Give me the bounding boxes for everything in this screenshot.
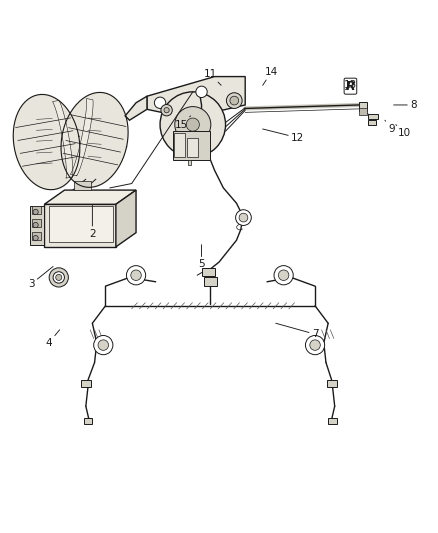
- Text: 14: 14: [263, 67, 278, 85]
- Bar: [32, 206, 41, 214]
- Bar: [359, 102, 367, 111]
- Polygon shape: [125, 96, 147, 120]
- Bar: [74, 181, 91, 190]
- Polygon shape: [61, 92, 128, 187]
- Circle shape: [236, 210, 251, 225]
- Circle shape: [226, 93, 242, 108]
- Circle shape: [161, 104, 172, 116]
- Circle shape: [33, 209, 38, 215]
- Bar: [81, 379, 91, 386]
- Circle shape: [49, 268, 68, 287]
- Bar: [202, 268, 215, 276]
- Circle shape: [33, 236, 38, 241]
- Circle shape: [164, 108, 169, 113]
- Text: 13: 13: [343, 80, 357, 90]
- Circle shape: [98, 340, 109, 350]
- Text: 3: 3: [28, 266, 53, 289]
- Text: 7: 7: [276, 323, 318, 339]
- Circle shape: [196, 86, 207, 98]
- Polygon shape: [53, 100, 73, 178]
- Bar: [174, 133, 185, 157]
- Bar: [187, 160, 191, 165]
- Circle shape: [175, 107, 211, 143]
- Bar: [359, 108, 367, 115]
- Circle shape: [154, 97, 166, 108]
- Bar: [328, 418, 337, 424]
- Polygon shape: [30, 206, 44, 245]
- Bar: [204, 277, 217, 286]
- Bar: [187, 138, 198, 157]
- Bar: [327, 379, 337, 386]
- Polygon shape: [147, 77, 245, 118]
- Polygon shape: [44, 204, 116, 247]
- Circle shape: [94, 335, 113, 354]
- Text: 4: 4: [46, 330, 60, 348]
- Text: 2: 2: [89, 205, 95, 239]
- Bar: [368, 120, 376, 125]
- Bar: [173, 131, 210, 159]
- Text: 11: 11: [204, 69, 221, 85]
- Bar: [368, 114, 378, 119]
- Text: 12: 12: [263, 129, 304, 143]
- Circle shape: [53, 272, 64, 283]
- Polygon shape: [49, 206, 113, 243]
- Text: 15: 15: [175, 116, 191, 130]
- Circle shape: [230, 96, 239, 105]
- Circle shape: [186, 118, 199, 131]
- Polygon shape: [44, 190, 136, 204]
- Text: 5: 5: [198, 245, 205, 269]
- Circle shape: [56, 274, 62, 280]
- Circle shape: [239, 213, 248, 222]
- Text: 8: 8: [394, 100, 417, 110]
- Text: 10: 10: [396, 125, 411, 139]
- Bar: [84, 418, 92, 424]
- Polygon shape: [13, 94, 80, 190]
- Circle shape: [160, 92, 226, 157]
- Circle shape: [127, 265, 146, 285]
- Bar: [32, 232, 41, 240]
- Text: R: R: [346, 79, 355, 93]
- Circle shape: [33, 222, 38, 228]
- Bar: [32, 220, 41, 227]
- Circle shape: [279, 270, 289, 280]
- Circle shape: [305, 335, 325, 354]
- Circle shape: [131, 270, 141, 280]
- Circle shape: [274, 265, 293, 285]
- Polygon shape: [116, 190, 136, 247]
- Text: 9: 9: [385, 120, 395, 134]
- Polygon shape: [71, 99, 93, 176]
- Circle shape: [310, 340, 320, 350]
